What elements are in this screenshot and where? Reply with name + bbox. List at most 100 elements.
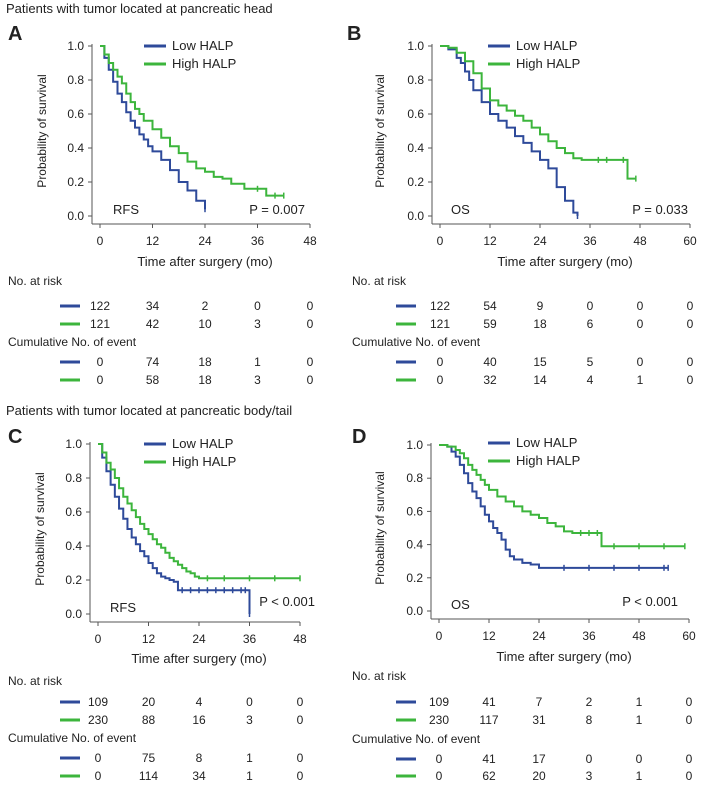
panel-letter: B xyxy=(347,23,361,45)
endpoint-label: RFS xyxy=(110,600,136,615)
event-cell: 0 xyxy=(436,752,443,766)
x-tick-label: 0 xyxy=(437,234,444,248)
event-cell: 1 xyxy=(246,769,253,783)
risk-cell: 34 xyxy=(146,299,160,313)
series-line-high xyxy=(440,45,636,180)
risk-cell: 88 xyxy=(142,713,156,727)
x-tick-label: 24 xyxy=(533,234,547,248)
event-cell: 18 xyxy=(198,373,212,387)
y-tick-label: 0.0 xyxy=(67,209,84,223)
risk-cell: 0 xyxy=(246,695,253,709)
risk-table-title: No. at risk xyxy=(8,274,63,288)
y-tick-label: 0.8 xyxy=(406,471,423,485)
risk-cell: 230 xyxy=(88,713,108,727)
event-cell: 75 xyxy=(142,751,156,765)
event-cell: 0 xyxy=(687,373,694,387)
y-tick-label: 0.6 xyxy=(65,505,82,519)
risk-cell: 42 xyxy=(146,317,160,331)
event-cell: 40 xyxy=(483,355,497,369)
x-tick-label: 0 xyxy=(436,629,443,643)
y-tick-label: 1.0 xyxy=(67,39,84,53)
x-tick-label: 12 xyxy=(142,632,156,646)
risk-cell: 20 xyxy=(142,695,156,709)
y-tick-label: 0.8 xyxy=(407,73,424,87)
risk-cell: 0 xyxy=(587,299,594,313)
event-cell: 8 xyxy=(196,751,203,765)
x-tick-label: 48 xyxy=(632,629,646,643)
legend-label: High HALP xyxy=(172,454,236,469)
x-tick-label: 24 xyxy=(532,629,546,643)
event-cell: 0 xyxy=(307,373,314,387)
p-value: P = 0.007 xyxy=(249,202,305,217)
x-tick-label: 60 xyxy=(682,629,696,643)
y-tick-label: 0.4 xyxy=(67,141,84,155)
risk-cell: 3 xyxy=(254,317,261,331)
event-cell: 0 xyxy=(437,373,444,387)
y-axis-label: Probability of survival xyxy=(373,74,387,187)
risk-cell: 4 xyxy=(196,695,203,709)
x-axis-label: Time after surgery (mo) xyxy=(496,649,631,664)
endpoint-label: RFS xyxy=(113,202,139,217)
series-line-high xyxy=(100,45,284,197)
endpoint-label: OS xyxy=(451,202,470,217)
legend-label: High HALP xyxy=(172,56,236,71)
x-tick-label: 36 xyxy=(582,629,596,643)
y-tick-label: 0.2 xyxy=(65,573,82,587)
p-value: P = 0.033 xyxy=(632,202,688,217)
legend-label: Low HALP xyxy=(172,38,233,53)
y-tick-label: 0.0 xyxy=(65,607,82,621)
series-line-low xyxy=(440,45,579,216)
series-line-low xyxy=(439,444,669,569)
y-tick-label: 0.6 xyxy=(67,107,84,121)
event-cell: 1 xyxy=(254,355,261,369)
y-tick-label: 0.6 xyxy=(407,107,424,121)
event-cell: 5 xyxy=(587,355,594,369)
x-tick-label: 0 xyxy=(97,234,104,248)
risk-cell: 0 xyxy=(254,299,261,313)
x-tick-label: 24 xyxy=(198,234,212,248)
risk-cell: 59 xyxy=(483,317,497,331)
event-cell: 3 xyxy=(254,373,261,387)
risk-cell: 9 xyxy=(537,299,544,313)
event-table-title: Cumulative No. of event xyxy=(352,732,481,746)
section-title-head: Patients with tumor located at pancreati… xyxy=(6,1,273,16)
event-cell: 1 xyxy=(636,769,643,783)
y-axis-label: Probability of survival xyxy=(35,74,49,187)
x-axis-label: Time after surgery (mo) xyxy=(497,254,632,269)
risk-cell: 18 xyxy=(533,317,547,331)
event-cell: 14 xyxy=(533,373,547,387)
y-tick-label: 0.4 xyxy=(406,538,423,552)
event-cell: 0 xyxy=(586,752,593,766)
risk-cell: 8 xyxy=(586,713,593,727)
x-tick-label: 48 xyxy=(293,632,307,646)
y-axis-label: Probability of survival xyxy=(33,472,47,585)
y-tick-label: 0.0 xyxy=(407,209,424,223)
y-tick-label: 0.2 xyxy=(407,175,424,189)
x-axis-label: Time after surgery (mo) xyxy=(137,254,272,269)
endpoint-label: OS xyxy=(451,597,470,612)
risk-cell: 117 xyxy=(479,713,498,727)
event-cell: 3 xyxy=(586,769,593,783)
y-tick-label: 0.4 xyxy=(407,141,424,155)
event-cell: 1 xyxy=(637,373,644,387)
x-tick-label: 24 xyxy=(192,632,206,646)
risk-cell: 1 xyxy=(636,695,643,709)
series-line-low xyxy=(98,443,251,614)
event-cell: 0 xyxy=(436,769,443,783)
y-tick-label: 0.8 xyxy=(65,471,82,485)
y-tick-label: 1.0 xyxy=(406,438,423,452)
event-cell: 41 xyxy=(482,752,496,766)
y-tick-label: 0.2 xyxy=(67,175,84,189)
risk-cell: 0 xyxy=(297,713,304,727)
risk-cell: 122 xyxy=(90,299,110,313)
event-cell: 0 xyxy=(97,355,104,369)
y-tick-label: 0.4 xyxy=(65,539,82,553)
risk-cell: 121 xyxy=(430,317,450,331)
event-cell: 0 xyxy=(297,769,304,783)
legend-label: Low HALP xyxy=(516,38,577,53)
series-line-low xyxy=(100,45,206,210)
y-tick-label: 0.8 xyxy=(67,73,84,87)
event-table-title: Cumulative No. of event xyxy=(8,731,137,745)
risk-cell: 122 xyxy=(430,299,450,313)
x-tick-label: 48 xyxy=(303,234,317,248)
